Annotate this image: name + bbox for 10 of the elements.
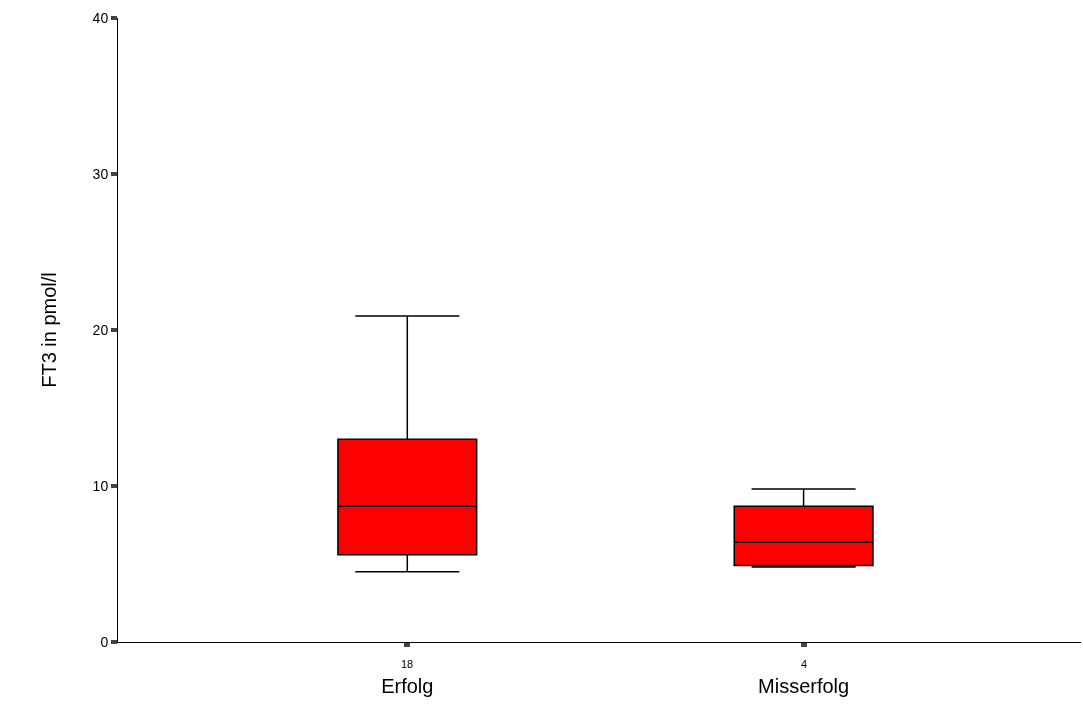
text: 18 [401, 658, 414, 670]
x-tick-label: Misserfolg [758, 675, 850, 697]
y-axis-title: FT3 in pmol/l [38, 272, 61, 388]
text: 4 [801, 658, 808, 670]
x-tick-label: Erfolg [381, 675, 434, 697]
y-tick-label: 10 [92, 477, 109, 494]
y-tick-label: 0 [100, 633, 109, 650]
y-tick-label: 20 [92, 321, 109, 338]
y-tick-label: 40 [92, 9, 109, 26]
y-tick-label: 30 [92, 165, 109, 182]
